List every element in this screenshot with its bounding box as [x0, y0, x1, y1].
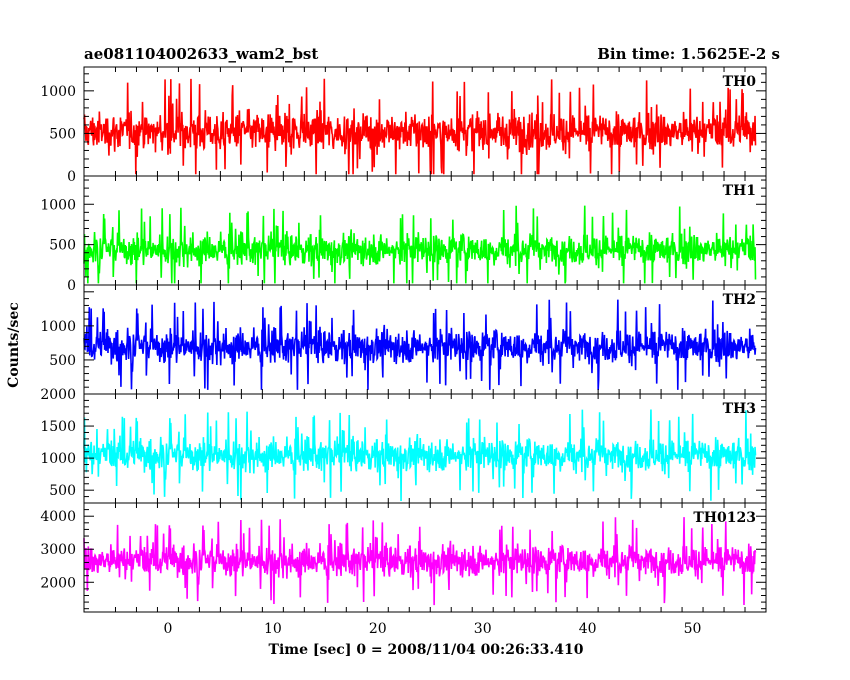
y-tick-label: 500	[49, 238, 76, 254]
chart-title-right: Bin time: 1.5625E-2 s	[597, 45, 780, 63]
x-tick-label: 10	[264, 621, 282, 637]
series-line-th0123	[83, 517, 757, 606]
y-tick-label: 1500	[40, 419, 76, 435]
panel-frame-th1	[83, 175, 767, 286]
series-line-th2	[83, 299, 757, 390]
y-tick-label: 3000	[40, 542, 76, 558]
y-tick-label: 2000	[40, 575, 76, 591]
panel-label-th0123: TH0123	[693, 510, 756, 526]
x-tick-label: 20	[369, 621, 387, 637]
chart-title-left: ae081104002633_wam2_bst	[84, 45, 318, 63]
panel-label-th2: TH2	[723, 292, 756, 308]
panel-label-th3: TH3	[723, 401, 756, 417]
panel-label-th0: TH0	[723, 74, 757, 90]
y-tick-label: 1000	[40, 84, 76, 100]
y-tick-label: 0	[67, 278, 76, 294]
y-tick-label: 1000	[40, 451, 76, 467]
y-axis-label: Counts/sec	[6, 302, 22, 388]
series-line-th3	[83, 409, 757, 502]
panel-frame-th0123	[83, 502, 767, 613]
x-tick-label: 50	[684, 621, 702, 637]
y-tick-label: 4000	[40, 509, 76, 525]
panels-group: 05001000TH005001000TH15001000TH250010001…	[40, 66, 767, 637]
x-tick-label: 40	[579, 621, 597, 637]
y-tick-label: 500	[49, 126, 76, 142]
panel-label-th1: TH1	[723, 183, 756, 199]
x-tick-label: 30	[474, 621, 492, 637]
x-axis-label: Time [sec] 0 = 2008/11/04 00:26:33.410	[269, 642, 584, 658]
y-tick-label: 1000	[40, 319, 76, 335]
y-tick-label: 500	[49, 483, 76, 499]
x-tick-label: 0	[163, 621, 172, 637]
y-tick-label: 1000	[40, 197, 76, 213]
y-tick-label: 2000	[40, 387, 76, 403]
series-line-th0	[83, 78, 757, 175]
y-tick-label: 500	[49, 353, 76, 369]
y-tick-label: 0	[67, 169, 76, 185]
series-line-th1	[83, 205, 757, 284]
